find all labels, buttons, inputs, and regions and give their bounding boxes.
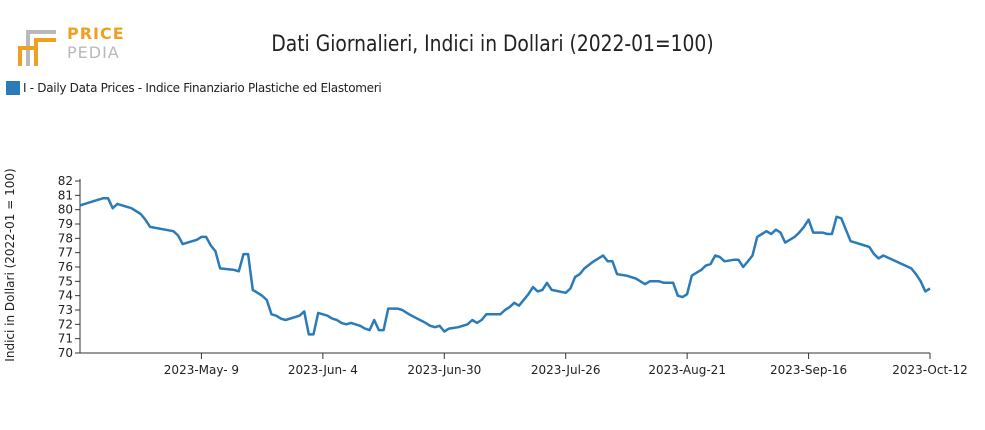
y-tick-label: 74 <box>58 289 73 303</box>
y-tick-label: 76 <box>58 260 73 274</box>
x-tick-label: 2023-Oct-12 <box>892 363 968 377</box>
pricepedia-logo: PRICE PEDIA <box>18 22 128 68</box>
x-tick-label: 2023-Jun-30 <box>407 363 481 377</box>
series-group <box>79 196 931 336</box>
x-tick-label: 2023-Jul-26 <box>531 363 601 377</box>
y-tick-label: 81 <box>58 188 73 202</box>
y-tick-label: 73 <box>58 303 73 317</box>
pricepedia-logo-mark <box>18 30 56 66</box>
y-tick-label: 82 <box>58 174 73 188</box>
logo-text-price: PRICE <box>67 24 125 43</box>
y-tick-label: 77 <box>58 246 73 260</box>
x-tick-label: 2023-Sep-16 <box>770 363 847 377</box>
y-tick-label: 75 <box>58 274 73 288</box>
y-tick-label: 70 <box>58 346 73 360</box>
x-tick-label: 2023-Jun- 4 <box>288 363 358 377</box>
y-tick-label: 72 <box>58 317 73 331</box>
legend-label: I - Daily Data Prices - Indice Finanziar… <box>23 81 382 95</box>
chart-title: Dati Giornalieri, Indici in Dollari (202… <box>271 32 714 57</box>
x-tick-label: 2023-Aug-21 <box>648 363 726 377</box>
legend-swatch <box>6 81 20 95</box>
x-axis: 2023-May- 9 2023-Jun- 4 2023-Jun-30 2023-Ju… <box>80 352 968 377</box>
y-tick-label: 78 <box>58 231 73 245</box>
series-line <box>79 196 931 336</box>
legend: I - Daily Data Prices - Indice Finanziar… <box>6 80 382 96</box>
y-tick-label: 80 <box>58 203 73 217</box>
logo-text-pedia: PEDIA <box>67 43 120 62</box>
y-tick-label: 71 <box>58 332 73 346</box>
x-tick-label: 2023-May- 9 <box>164 363 239 377</box>
y-axis-title: Indici in Dollari (2022-01 = 100) <box>3 168 17 361</box>
y-tick-label: 79 <box>58 217 73 231</box>
